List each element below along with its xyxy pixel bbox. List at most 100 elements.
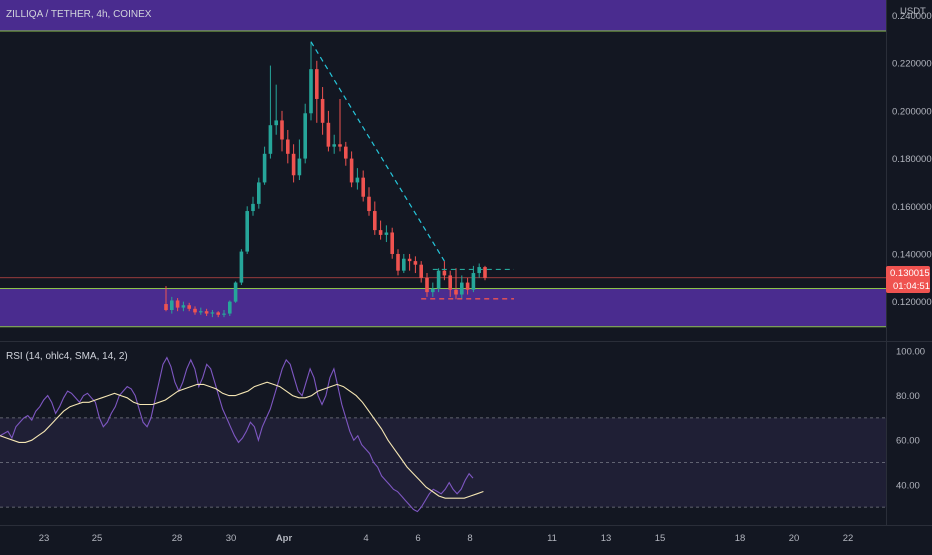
time-tick-label: 25 bbox=[92, 533, 103, 544]
rsi-tick-label: 80.00 bbox=[896, 391, 920, 402]
price-axis[interactable]: 0.240000 0.220000 0.200000 0.180000 0.160000… bbox=[892, 11, 932, 308]
candle-body bbox=[303, 113, 307, 159]
time-tick-label: 6 bbox=[415, 533, 420, 544]
rsi-title: RSI (14, ohlc4, SMA, 14, 2) bbox=[6, 351, 128, 362]
rsi-tick-label: 60.00 bbox=[896, 436, 920, 447]
candle-body bbox=[245, 211, 249, 252]
price-tick-label: 0.200000 bbox=[892, 106, 932, 117]
candle-body bbox=[390, 232, 394, 254]
candle-body bbox=[291, 153, 296, 176]
time-tick-label: 22 bbox=[843, 533, 854, 544]
rsi-tick-label: 100.00 bbox=[896, 346, 925, 357]
rsi-tick-label: 40.00 bbox=[896, 480, 920, 491]
candle-body bbox=[465, 282, 470, 290]
candle-body bbox=[326, 122, 331, 147]
candle-body bbox=[332, 144, 336, 147]
candle-body bbox=[257, 182, 261, 204]
candle-body bbox=[315, 69, 319, 99]
candle-body bbox=[274, 120, 278, 126]
candles-layer bbox=[164, 41, 487, 318]
time-tick-label: 20 bbox=[789, 533, 800, 544]
demand-zone bbox=[0, 288, 886, 327]
time-tick-label: 8 bbox=[467, 533, 472, 544]
candle-body bbox=[280, 120, 284, 140]
candle-body bbox=[361, 177, 365, 197]
candle-body bbox=[222, 313, 226, 315]
price-tick-label: 0.240000 bbox=[892, 11, 932, 22]
candle-body bbox=[170, 300, 174, 310]
time-tick-label: Apr bbox=[276, 533, 293, 544]
rsi-sma-line bbox=[0, 381, 484, 499]
current-price-badge bbox=[886, 266, 930, 293]
candle-body bbox=[483, 267, 487, 278]
rsi-axis[interactable]: 100.00 80.00 60.00 40.00 bbox=[896, 346, 925, 491]
chart-title: ZILLIQA / TETHER, 4h, COINEX bbox=[6, 9, 152, 20]
candle-body bbox=[355, 177, 360, 183]
zones-layer bbox=[0, 0, 886, 328]
price-tick-label: 0.140000 bbox=[892, 249, 932, 260]
candle-body bbox=[199, 311, 203, 313]
candle-body bbox=[187, 305, 191, 309]
candle-body bbox=[204, 311, 209, 314]
currency-label: USDT bbox=[900, 6, 926, 17]
candle-body bbox=[228, 301, 232, 314]
candle-body bbox=[164, 304, 168, 310]
countdown-timer: 01:04:51 bbox=[893, 281, 930, 292]
candle-body bbox=[216, 312, 220, 315]
candle-body bbox=[407, 258, 412, 262]
supply-zone bbox=[0, 0, 886, 31]
time-tick-label: 28 bbox=[172, 533, 183, 544]
candle-body bbox=[419, 264, 423, 278]
candle-body bbox=[431, 288, 435, 293]
candle-body bbox=[297, 158, 302, 176]
candle-body bbox=[471, 273, 476, 290]
rsi-pane[interactable] bbox=[0, 356, 886, 513]
candle-body bbox=[210, 312, 215, 314]
candle-body bbox=[349, 158, 354, 183]
price-tick-label: 0.120000 bbox=[892, 297, 932, 308]
price-tick-label: 0.160000 bbox=[892, 202, 932, 213]
candle-body bbox=[384, 232, 389, 235]
grid-layer bbox=[0, 0, 932, 525]
current-price-value: 0.130015 bbox=[890, 268, 930, 279]
price-tick-label: 0.220000 bbox=[892, 59, 932, 70]
candle-body bbox=[402, 258, 406, 271]
candle-body bbox=[460, 282, 464, 295]
candle-body bbox=[344, 146, 348, 159]
time-tick-label: 30 bbox=[226, 533, 237, 544]
candle-body bbox=[442, 270, 447, 276]
candle-body bbox=[454, 289, 458, 295]
candle-body bbox=[320, 98, 325, 123]
descending-trendline bbox=[310, 41, 445, 262]
candle-body bbox=[413, 261, 418, 265]
candle-body bbox=[268, 125, 273, 154]
candle-body bbox=[175, 300, 180, 308]
time-tick-label: 23 bbox=[39, 533, 50, 544]
candle-body bbox=[181, 305, 186, 308]
candle-body bbox=[309, 69, 313, 114]
price-tick-label: 0.180000 bbox=[892, 154, 932, 165]
candle-body bbox=[338, 144, 342, 147]
time-tick-label: 18 bbox=[735, 533, 746, 544]
candle-body bbox=[193, 308, 197, 313]
time-tick-label: 15 bbox=[655, 533, 666, 544]
candle-body bbox=[373, 211, 377, 231]
candle-body bbox=[239, 251, 244, 283]
candle-body bbox=[233, 282, 238, 302]
candle-body bbox=[448, 275, 452, 290]
candle-body bbox=[396, 253, 400, 271]
candle-body bbox=[436, 270, 441, 289]
candle-body bbox=[367, 196, 371, 212]
time-tick-label: 4 bbox=[363, 533, 368, 544]
rsi-line bbox=[0, 356, 474, 513]
annotations-layer bbox=[310, 41, 514, 300]
candle-body bbox=[251, 203, 255, 212]
candle-body bbox=[262, 153, 267, 183]
time-tick-label: 13 bbox=[601, 533, 612, 544]
time-axis[interactable]: 23 25 28 30 Apr 4 6 8 11 13 15 18 20 22 bbox=[0, 525, 932, 545]
time-tick-label: 11 bbox=[547, 533, 557, 544]
candle-body bbox=[378, 230, 383, 235]
